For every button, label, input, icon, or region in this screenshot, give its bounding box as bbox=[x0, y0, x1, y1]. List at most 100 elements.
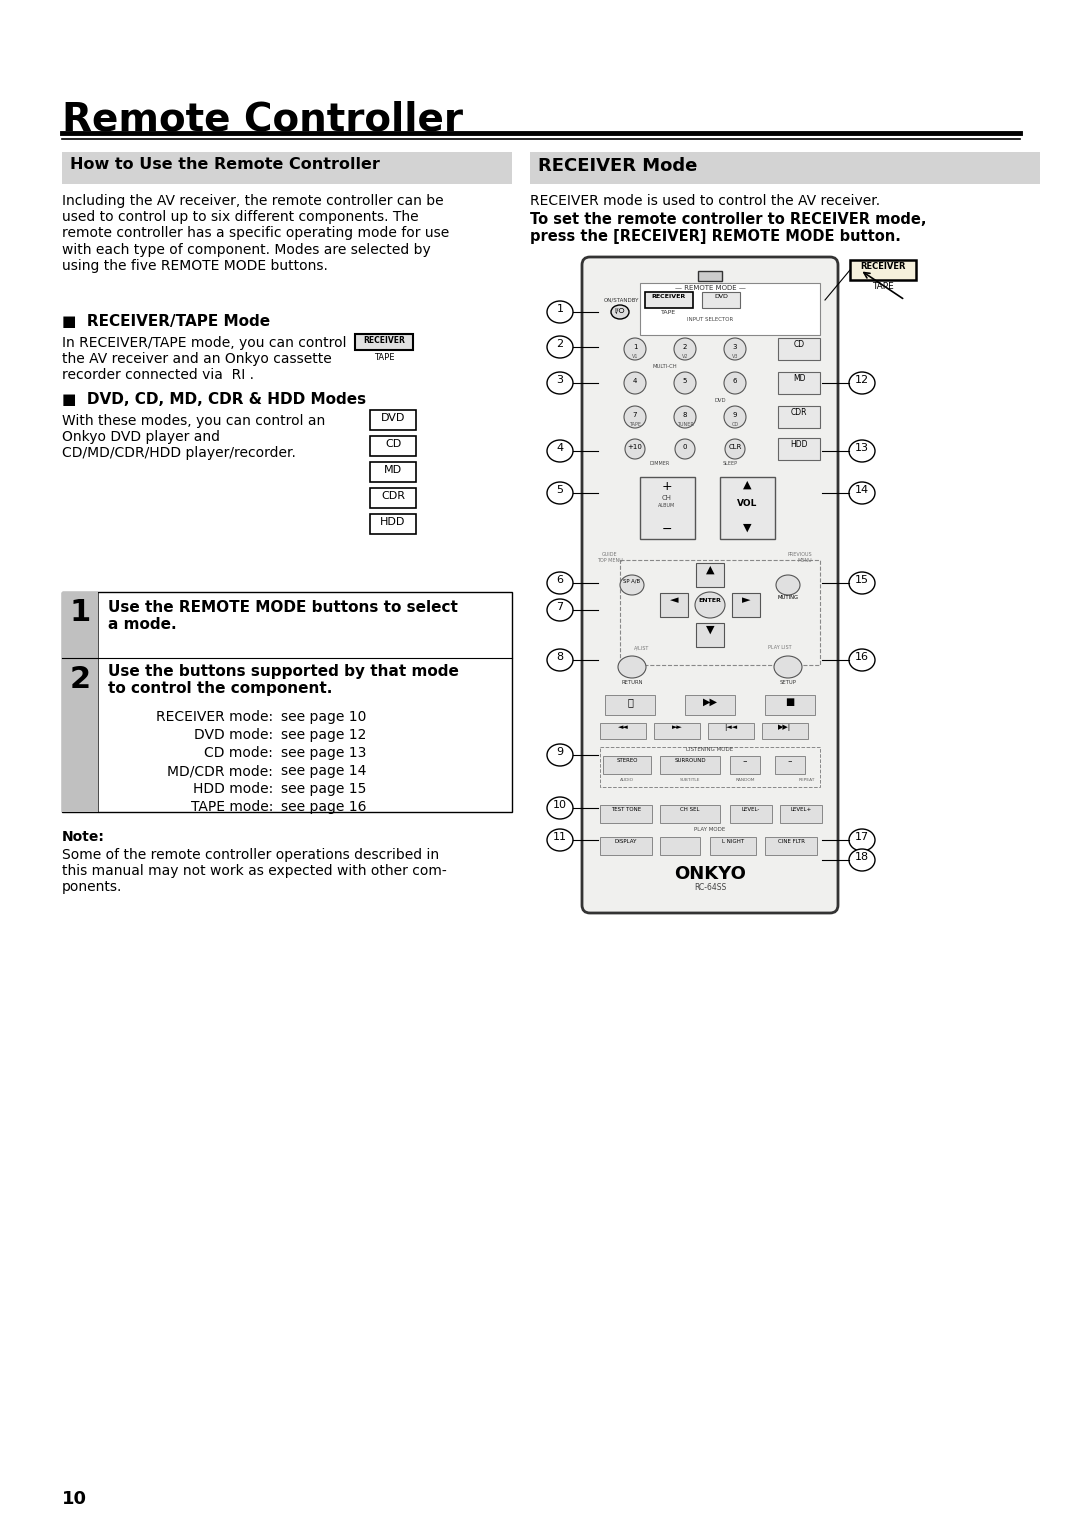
Text: GUIDE
TOP MENU: GUIDE TOP MENU bbox=[597, 552, 623, 562]
Text: Onkyo DVD player and: Onkyo DVD player and bbox=[62, 429, 220, 445]
Bar bbox=[720, 477, 775, 539]
Ellipse shape bbox=[624, 371, 646, 394]
Text: DIMMER: DIMMER bbox=[650, 461, 670, 466]
Bar bbox=[696, 623, 724, 646]
Text: CINE FLTR: CINE FLTR bbox=[778, 839, 805, 843]
Text: 8: 8 bbox=[556, 652, 564, 662]
Text: HDD mode:: HDD mode: bbox=[192, 782, 273, 796]
Bar bbox=[355, 335, 413, 350]
Text: RECEIVER: RECEIVER bbox=[861, 261, 906, 270]
Ellipse shape bbox=[849, 649, 875, 671]
Ellipse shape bbox=[724, 371, 746, 394]
Text: A/LIST: A/LIST bbox=[634, 645, 650, 649]
Text: ►►: ►► bbox=[672, 724, 683, 730]
Bar bbox=[660, 593, 688, 617]
Bar bbox=[732, 593, 760, 617]
Text: CH SEL: CH SEL bbox=[680, 807, 700, 811]
Ellipse shape bbox=[546, 571, 573, 594]
Bar bbox=[603, 756, 651, 775]
Bar bbox=[600, 747, 820, 787]
Text: CH: CH bbox=[662, 495, 672, 501]
Text: Some of the remote controller operations described in
this manual may not work a: Some of the remote controller operations… bbox=[62, 848, 447, 894]
Text: MD: MD bbox=[383, 465, 402, 475]
Bar bbox=[780, 805, 822, 824]
Text: L NIGHT: L NIGHT bbox=[721, 839, 744, 843]
Text: ■  DVD, CD, MD, CDR & HDD Modes: ■ DVD, CD, MD, CDR & HDD Modes bbox=[62, 393, 366, 406]
Text: V1: V1 bbox=[632, 354, 638, 359]
Text: PLAY MODE: PLAY MODE bbox=[694, 827, 726, 833]
Text: CD: CD bbox=[731, 422, 739, 426]
Text: 15: 15 bbox=[855, 575, 869, 585]
Text: 6: 6 bbox=[732, 377, 738, 384]
Text: TAPE mode:: TAPE mode: bbox=[191, 801, 273, 814]
Text: DVD mode:: DVD mode: bbox=[194, 727, 273, 743]
Text: RECEIVER mode:: RECEIVER mode: bbox=[156, 711, 273, 724]
Bar bbox=[660, 805, 720, 824]
Text: 0: 0 bbox=[683, 445, 687, 451]
Bar bbox=[600, 837, 652, 856]
Text: With these modes, you can control an: With these modes, you can control an bbox=[62, 414, 325, 428]
Text: PREVIOUS
MENU: PREVIOUS MENU bbox=[787, 552, 812, 562]
Text: ►: ► bbox=[742, 594, 751, 605]
Text: Use the buttons supported by that mode
to control the component.: Use the buttons supported by that mode t… bbox=[108, 665, 459, 697]
Text: 5: 5 bbox=[556, 484, 564, 495]
Text: I/ⵔ: I/ⵔ bbox=[615, 309, 625, 313]
Bar bbox=[710, 837, 756, 856]
Text: ⏸: ⏸ bbox=[627, 697, 633, 707]
Text: 10: 10 bbox=[62, 1490, 87, 1508]
Bar bbox=[778, 338, 820, 361]
Text: TAPE: TAPE bbox=[629, 422, 642, 426]
Bar bbox=[778, 439, 820, 460]
Text: 16: 16 bbox=[855, 652, 869, 662]
Text: see page 15: see page 15 bbox=[281, 782, 366, 796]
Text: 3: 3 bbox=[556, 374, 564, 385]
Text: LEVEL+: LEVEL+ bbox=[791, 807, 812, 811]
Text: 2: 2 bbox=[683, 344, 687, 350]
Bar bbox=[730, 756, 760, 775]
Bar bbox=[530, 151, 1040, 183]
Text: INPUT SELECTOR: INPUT SELECTOR bbox=[687, 316, 733, 322]
Ellipse shape bbox=[849, 850, 875, 871]
Text: How to Use the Remote Controller: How to Use the Remote Controller bbox=[70, 157, 380, 173]
Bar bbox=[775, 756, 805, 775]
Text: 8: 8 bbox=[683, 413, 687, 419]
Text: 4: 4 bbox=[556, 443, 564, 452]
Ellipse shape bbox=[618, 656, 646, 678]
Bar bbox=[660, 837, 700, 856]
Ellipse shape bbox=[724, 406, 746, 428]
Bar bbox=[660, 756, 720, 775]
Text: ON/STANDBY: ON/STANDBY bbox=[604, 296, 639, 303]
Ellipse shape bbox=[546, 371, 573, 394]
Text: RANDOM: RANDOM bbox=[735, 778, 755, 782]
Text: VOL: VOL bbox=[737, 500, 757, 507]
Text: ALBUM: ALBUM bbox=[659, 503, 676, 507]
Ellipse shape bbox=[849, 571, 875, 594]
Text: TUNER: TUNER bbox=[677, 422, 693, 426]
Ellipse shape bbox=[849, 481, 875, 504]
Bar bbox=[370, 513, 416, 533]
Bar bbox=[640, 283, 820, 335]
Text: ◄◄: ◄◄ bbox=[618, 724, 629, 730]
Ellipse shape bbox=[849, 440, 875, 461]
Text: 2: 2 bbox=[556, 339, 564, 348]
Bar bbox=[708, 723, 754, 740]
Text: DVD: DVD bbox=[714, 397, 726, 403]
Ellipse shape bbox=[674, 406, 696, 428]
Text: 7: 7 bbox=[556, 602, 564, 613]
Text: ▲: ▲ bbox=[705, 565, 714, 575]
Text: see page 14: see page 14 bbox=[281, 764, 366, 778]
Bar bbox=[600, 723, 646, 740]
Ellipse shape bbox=[624, 406, 646, 428]
Text: ONKYO: ONKYO bbox=[674, 865, 746, 883]
Ellipse shape bbox=[625, 439, 645, 458]
Text: 17: 17 bbox=[855, 833, 869, 842]
Bar bbox=[370, 461, 416, 481]
Text: RC-64SS: RC-64SS bbox=[693, 883, 726, 892]
Bar bbox=[696, 562, 724, 587]
Text: MD: MD bbox=[793, 374, 806, 384]
Bar bbox=[620, 559, 820, 665]
Text: +: + bbox=[662, 480, 673, 494]
Ellipse shape bbox=[849, 830, 875, 851]
Text: SURROUND: SURROUND bbox=[674, 758, 706, 762]
Text: PLAY LIST: PLAY LIST bbox=[768, 645, 792, 649]
